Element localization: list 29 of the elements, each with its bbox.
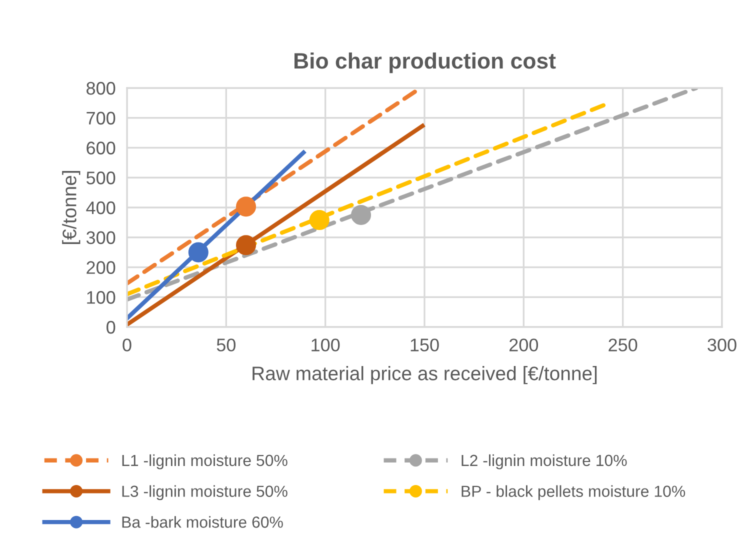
point [236, 196, 256, 217]
y-tick-label: 800 [86, 82, 116, 95]
x-tick-label: 0 [122, 338, 132, 352]
y-tick-label: 200 [86, 261, 116, 274]
x-tick-label: 50 [216, 338, 236, 352]
y-tick-label: 0 [106, 320, 116, 334]
legend-label: Ba -bark moisture 60% [122, 516, 283, 528]
y-tick-label: 700 [86, 112, 116, 125]
legend-label: L2 -lignin moisture 10% [462, 454, 627, 470]
point [188, 242, 208, 262]
legend-label: L3 -lignin moisture 50% [122, 485, 288, 500]
point [309, 210, 330, 230]
y-tick-label: 100 [87, 291, 116, 304]
y-tick-label: 500 [86, 172, 116, 184]
x-tick-label: 150 [410, 338, 439, 352]
legend-label: BP - black pellets moisture 10% [462, 485, 686, 500]
point [236, 235, 256, 256]
point [351, 204, 372, 225]
legend-label: L1 -lignin moisture 50% [122, 454, 288, 470]
x-tick-label: 250 [608, 338, 638, 352]
y-tick-label: 600 [86, 142, 116, 154]
x-tick-label: 200 [510, 338, 538, 352]
x-tick-label: 300 [708, 338, 736, 352]
x-axis-title: Raw material price as received [€/tonne] [252, 366, 597, 384]
y-tick-label: 400 [86, 201, 116, 214]
y-tick-label: 300 [86, 231, 116, 244]
y-axis-title: [€/tonne] [62, 171, 80, 244]
chart-title: Bio char production cost [294, 52, 556, 74]
x-tick-label: 100 [312, 338, 340, 352]
